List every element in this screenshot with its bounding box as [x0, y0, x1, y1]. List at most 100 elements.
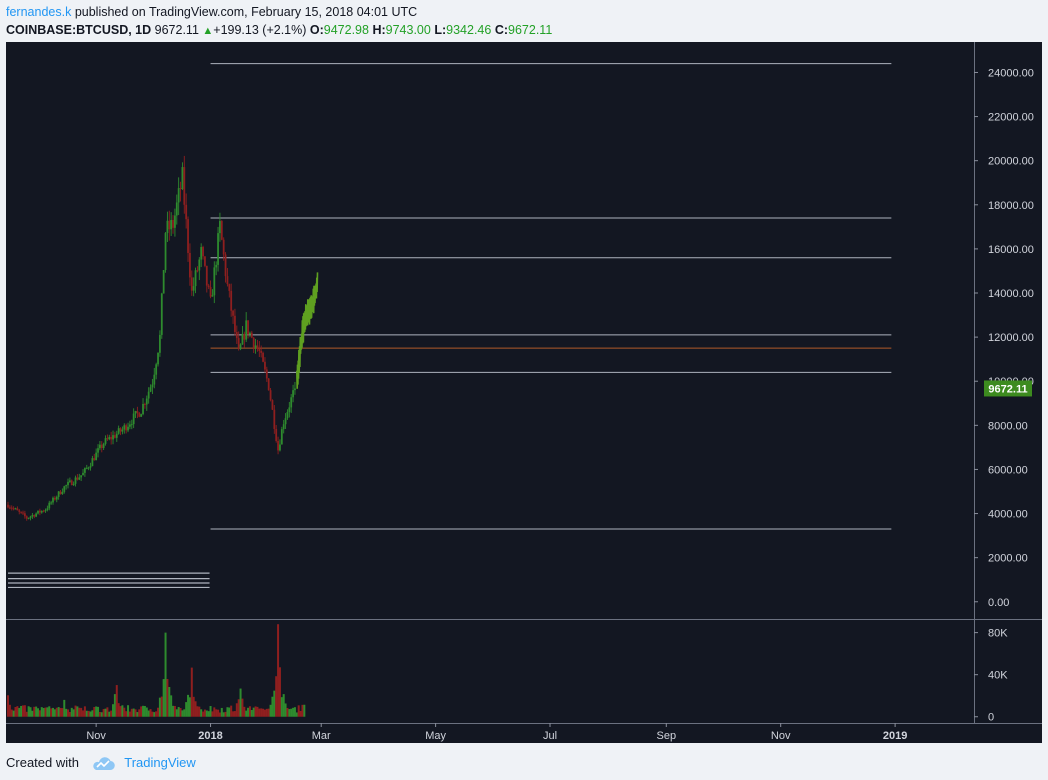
volume-bar[interactable] [12, 710, 15, 717]
volume-bar[interactable] [224, 711, 227, 717]
volume-bar[interactable] [20, 705, 23, 717]
volume-bar[interactable] [228, 707, 231, 717]
volume-bar[interactable] [280, 697, 283, 717]
volume-bar[interactable] [271, 696, 274, 717]
candle-body[interactable] [40, 510, 43, 513]
candle-body[interactable] [97, 448, 99, 453]
candle-body[interactable] [55, 496, 58, 500]
candle-body[interactable] [174, 215, 176, 228]
volume-bar[interactable] [295, 712, 298, 717]
volume-bar[interactable] [155, 711, 158, 717]
volume-bar[interactable] [8, 704, 11, 717]
volume-bar[interactable] [275, 676, 278, 717]
candle-body[interactable] [72, 483, 75, 486]
volume-bar[interactable] [68, 711, 71, 717]
candle-body[interactable] [18, 510, 21, 512]
candle-body[interactable] [189, 252, 191, 278]
candle-body[interactable] [112, 435, 114, 440]
volume-bar[interactable] [269, 704, 272, 717]
candle-body[interactable] [282, 424, 285, 430]
candle-body[interactable] [292, 390, 294, 398]
volume-bar[interactable] [207, 711, 210, 717]
volume-bar[interactable] [40, 707, 43, 717]
volume-bar[interactable] [202, 711, 205, 717]
volume-bar[interactable] [61, 708, 64, 717]
candle-body[interactable] [106, 438, 109, 440]
candle-body[interactable] [123, 425, 126, 430]
candle-body[interactable] [211, 295, 214, 297]
candle-body[interactable] [70, 480, 73, 486]
candle-body[interactable] [288, 407, 291, 413]
volume-bar[interactable] [31, 710, 34, 717]
volume-bar[interactable] [262, 708, 265, 717]
volume-bar[interactable] [38, 710, 41, 717]
candle-body[interactable] [204, 256, 206, 266]
candle-body[interactable] [166, 220, 169, 234]
candle-body[interactable] [265, 369, 268, 379]
candle-body[interactable] [50, 502, 53, 504]
volume-bar[interactable] [211, 711, 214, 717]
volume-bar[interactable] [104, 708, 107, 717]
author-link[interactable]: fernandes.k [6, 5, 72, 19]
candle-body[interactable] [200, 247, 203, 260]
volume-bar[interactable] [97, 706, 100, 717]
symbol-label[interactable]: COINBASE:BTCUSD, 1D [6, 23, 152, 37]
candle-body[interactable] [219, 221, 221, 234]
volume-bar[interactable] [286, 707, 289, 717]
volume-bar[interactable] [218, 712, 221, 717]
candle-body[interactable] [198, 259, 201, 271]
volume-bar[interactable] [50, 708, 53, 717]
candle-body[interactable] [187, 219, 189, 253]
candle-body[interactable] [132, 413, 135, 425]
volume-bar[interactable] [65, 708, 68, 717]
candle-body[interactable] [243, 333, 246, 340]
candle-body[interactable] [134, 411, 137, 414]
volume-bar[interactable] [157, 707, 160, 717]
volume-bar[interactable] [248, 706, 251, 717]
candle-body[interactable] [104, 438, 107, 444]
candle-body[interactable] [121, 429, 124, 432]
volume-bar[interactable] [288, 709, 291, 717]
volume-bar[interactable] [16, 706, 19, 717]
candle-body[interactable] [258, 348, 261, 351]
volume-bar[interactable] [130, 708, 133, 717]
volume-bar[interactable] [78, 707, 81, 717]
candle-body[interactable] [29, 516, 32, 518]
volume-bar[interactable] [100, 712, 103, 717]
candle-body[interactable] [264, 361, 266, 370]
candle-body[interactable] [249, 332, 251, 335]
candle-body[interactable] [185, 204, 188, 220]
volume-bar[interactable] [175, 709, 178, 717]
candle-body[interactable] [275, 428, 278, 442]
candle-body[interactable] [74, 477, 77, 484]
candle-body[interactable] [110, 436, 113, 440]
candle-body[interactable] [100, 444, 103, 448]
candle-body[interactable] [267, 378, 270, 391]
candle-body[interactable] [48, 502, 51, 509]
volume-bar[interactable] [213, 707, 216, 717]
volume-bar[interactable] [70, 707, 73, 717]
candle-body[interactable] [155, 364, 158, 375]
volume-bar[interactable] [247, 707, 250, 717]
candle-body[interactable] [102, 443, 105, 448]
volume-bar[interactable] [273, 690, 276, 717]
volume-bar[interactable] [138, 709, 141, 717]
volume-bar[interactable] [123, 707, 126, 717]
volume-bar[interactable] [196, 706, 199, 717]
volume-bar[interactable] [119, 706, 122, 717]
volume-bar[interactable] [136, 712, 139, 717]
volume-bar[interactable] [284, 703, 287, 717]
volume-bar[interactable] [263, 709, 266, 717]
candle-body[interactable] [67, 481, 69, 486]
volume-bar[interactable] [217, 709, 220, 717]
candle-body[interactable] [37, 510, 39, 514]
volume-bar[interactable] [153, 712, 156, 717]
candle-body[interactable] [280, 429, 283, 445]
candle-body[interactable] [164, 233, 167, 271]
volume-bar[interactable] [290, 708, 293, 717]
volume-bar[interactable] [192, 696, 195, 717]
volume-bar[interactable] [278, 667, 281, 717]
candle-body[interactable] [222, 239, 225, 255]
volume-bar[interactable] [147, 710, 150, 717]
candle-body[interactable] [215, 264, 218, 268]
